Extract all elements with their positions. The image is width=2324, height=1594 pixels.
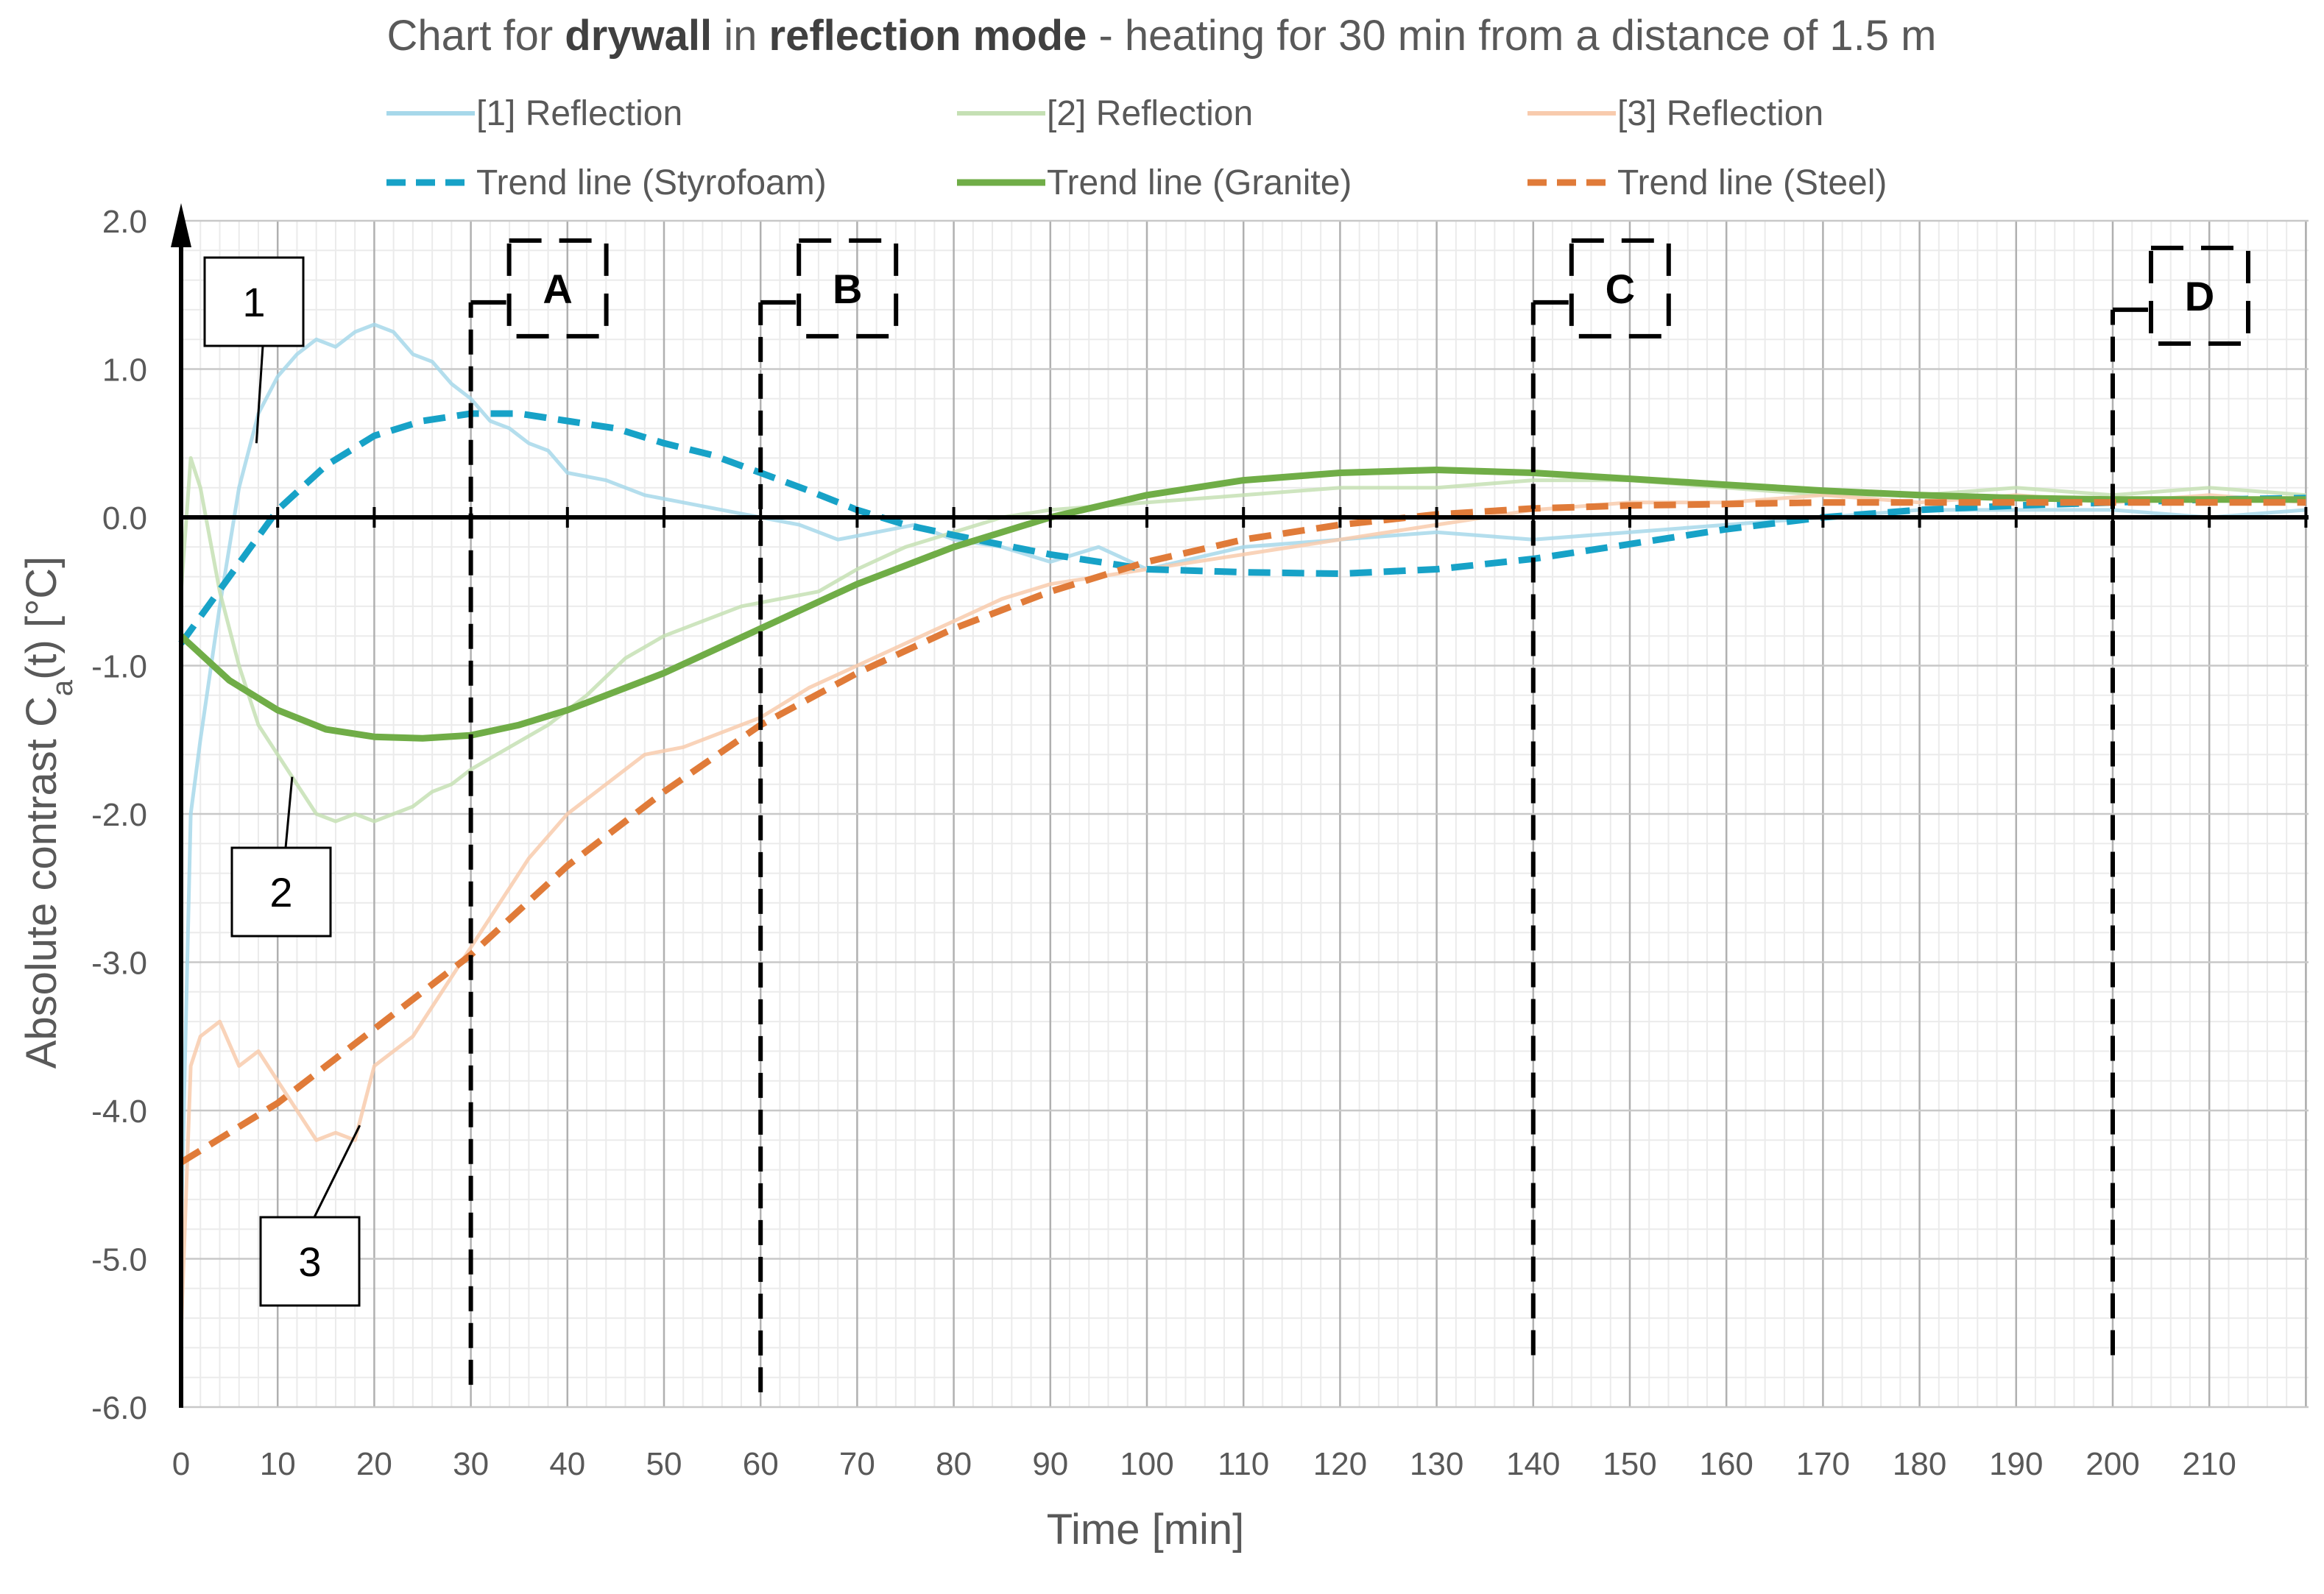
x-tick-label: 110 <box>1218 1446 1269 1482</box>
x-tick-label: 0 <box>172 1446 190 1482</box>
legend-entry-5: Trend line (Steel) <box>1527 163 1887 202</box>
x-tick-label: 140 <box>1506 1446 1560 1482</box>
legend-entry-4: Trend line (Granite) <box>957 163 1352 202</box>
phase-markers: A B C D <box>468 238 2250 1392</box>
legend-entry-1: [2] Reflection <box>957 94 1253 133</box>
x-tick-label: 130 <box>1410 1446 1463 1482</box>
phase-marker-label: B <box>833 266 862 312</box>
legend-entry-0: [1] Reflection <box>386 94 682 133</box>
series-line-5 <box>179 499 2306 1166</box>
title-part-4: - heating for 30 min from a distance of … <box>1087 12 1936 60</box>
y-tick-labels: 2.0 1.0 0.0 -1.0 -2.0 -3.0 -4.0 -5.0 -6.0 <box>91 204 147 1426</box>
title-part-2: in <box>712 12 769 60</box>
callout-leader <box>313 1124 361 1218</box>
title-part-3: reflection mode <box>769 12 1087 60</box>
x-axis-title: Time [min] <box>1047 1506 1245 1554</box>
y-tick-label: 0.0 <box>102 500 147 536</box>
legend: [1] Reflection [2] Reflection [3] Reflecti… <box>386 94 1887 202</box>
x-tick-label: 10 <box>260 1446 296 1482</box>
series-line-0 <box>179 322 2306 1230</box>
callout-label: 3 <box>298 1239 321 1285</box>
x-tick-label: 200 <box>2085 1446 2139 1482</box>
callout-leader <box>255 345 264 444</box>
y-axis-title-suffix: (t) [°C] <box>18 556 66 680</box>
callout-label: 1 <box>242 279 265 325</box>
callout-1: 1 <box>203 256 305 444</box>
callout-leader <box>284 776 294 849</box>
major-grid <box>181 219 2309 1409</box>
y-axis-title: Absolute contrast Ca(t) [°C] <box>18 556 79 1069</box>
title-part-0: Chart for <box>387 12 565 60</box>
x-tick-label: 20 <box>356 1446 392 1482</box>
legend-label-2: [3] Reflection <box>1617 94 1823 133</box>
legend-label-0: [1] Reflection <box>476 94 682 133</box>
title-part-1: drywall <box>565 12 712 60</box>
y-tick-label: -4.0 <box>91 1094 147 1130</box>
y-tick-label: -5.0 <box>91 1242 147 1278</box>
legend-entry-2: [3] Reflection <box>1527 94 1823 133</box>
legend-label-5: Trend line (Steel) <box>1617 163 1887 202</box>
axes <box>171 203 2309 1408</box>
callout-2: 2 <box>230 776 332 938</box>
x-tick-label: 90 <box>1032 1446 1068 1482</box>
phase-marker-label: A <box>543 266 572 312</box>
x-tick-label: 160 <box>1699 1446 1753 1482</box>
x-tick-label: 30 <box>453 1446 489 1482</box>
x-tick-label: 210 <box>2182 1446 2236 1482</box>
x-tick-label: 120 <box>1313 1446 1367 1482</box>
y-tick-label: 2.0 <box>102 204 147 240</box>
x-tick-label: 70 <box>839 1446 875 1482</box>
y-tick-label: 1.0 <box>102 353 147 389</box>
y-tick-label: -2.0 <box>91 797 147 833</box>
x-tick-label: 170 <box>1796 1446 1850 1482</box>
phase-marker-C: C <box>1530 238 1671 1356</box>
y-axis-arrow <box>171 203 191 247</box>
legend-label-1: [2] Reflection <box>1047 94 1253 133</box>
callout-box <box>259 1216 361 1307</box>
x-tick-label: 150 <box>1603 1446 1656 1482</box>
y-tick-label: -1.0 <box>91 649 147 685</box>
callout-label: 2 <box>269 869 292 915</box>
y-tick-label: -3.0 <box>91 946 147 982</box>
callouts: 1 2 3 <box>203 256 361 1307</box>
phase-marker-D: D <box>2111 245 2250 1356</box>
x-tick-label: 50 <box>646 1446 682 1482</box>
phase-marker-B: B <box>758 238 899 1392</box>
y-axis-title-subscript: a <box>46 679 79 696</box>
y-tick-label: -6.0 <box>91 1390 147 1426</box>
callout-box <box>230 846 332 938</box>
phase-marker-label: D <box>2185 273 2214 319</box>
chart-title: Chart for drywall in reflection mode - h… <box>387 12 1937 60</box>
phase-marker-label: C <box>1606 266 1635 312</box>
callout-box <box>203 256 305 347</box>
phase-marker-A: A <box>468 238 609 1385</box>
x-tick-label: 190 <box>1989 1446 2043 1482</box>
legend-label-4: Trend line (Granite) <box>1047 163 1352 202</box>
x-tick-label: 40 <box>549 1446 585 1482</box>
y-axis-title-prefix: Absolute contrast C <box>18 696 66 1069</box>
x-tick-label: 100 <box>1120 1446 1173 1482</box>
legend-entry-3: Trend line (Styrofoam) <box>386 163 827 202</box>
x-tick-label: 180 <box>1893 1446 1946 1482</box>
legend-label-3: Trend line (Styrofoam) <box>476 163 827 202</box>
x-tick-label: 60 <box>743 1446 779 1482</box>
x-tick-labels: 0 10 20 30 40 50 60 70 80 90 100 110 120 130 140 150 160… <box>172 1446 2236 1482</box>
callout-3: 3 <box>259 1124 361 1307</box>
x-tick-label: 80 <box>936 1446 972 1482</box>
